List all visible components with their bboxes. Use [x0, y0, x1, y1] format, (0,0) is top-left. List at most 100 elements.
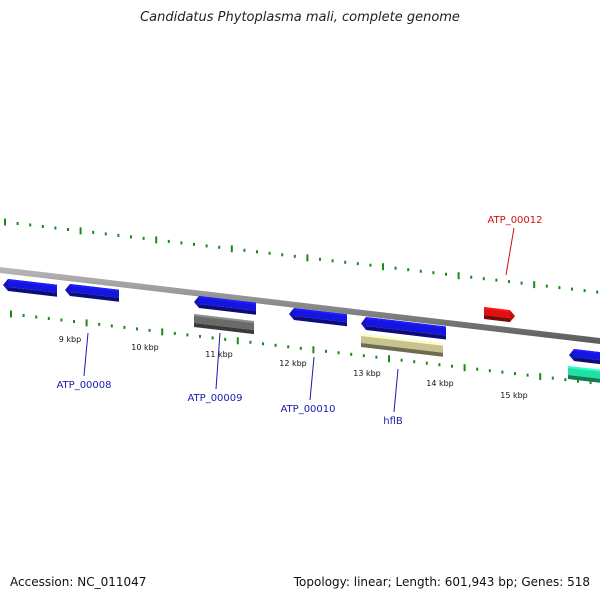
minor-tick	[98, 322, 101, 326]
gene-label[interactable]: hflB	[383, 416, 403, 427]
minor-tick	[293, 254, 296, 258]
minor-tick	[199, 334, 201, 338]
minor-tick	[262, 342, 264, 346]
scale-label: 13 kbp	[353, 369, 381, 378]
major-tick	[4, 218, 6, 226]
minor-tick	[193, 242, 195, 246]
gene-feature[interactable]	[361, 334, 443, 357]
gene-label-leader	[505, 227, 515, 276]
minor-tick	[558, 286, 561, 290]
tick-track-upper	[4, 218, 599, 294]
minor-tick	[331, 259, 334, 263]
minor-tick	[29, 223, 32, 227]
minor-tick	[425, 361, 428, 365]
minor-tick	[123, 325, 126, 329]
major-tick	[382, 263, 384, 271]
major-tick	[312, 346, 315, 354]
minor-tick	[375, 355, 378, 359]
minor-tick	[571, 287, 573, 291]
minor-tick	[451, 364, 453, 368]
scale-label: 10 kbp	[131, 343, 159, 352]
minor-tick	[41, 225, 44, 228]
minor-tick	[256, 250, 258, 254]
major-tick	[388, 355, 390, 363]
accession-text: Accession: NC_011047	[10, 575, 147, 589]
major-tick	[457, 272, 460, 280]
minor-tick	[501, 370, 504, 374]
minor-tick	[54, 226, 57, 230]
minor-tick	[432, 271, 435, 275]
minor-tick	[488, 369, 491, 373]
minor-tick	[445, 272, 447, 276]
minor-tick	[73, 320, 75, 323]
map-title: Candidatus Phytoplasma mali, complete ge…	[140, 10, 460, 25]
minor-tick	[583, 289, 586, 293]
scale-label: 14 kbp	[426, 379, 454, 388]
gene-feature[interactable]	[65, 284, 119, 302]
gene-feature[interactable]	[194, 314, 254, 335]
minor-tick	[104, 232, 107, 236]
major-tick	[155, 236, 158, 244]
gene-feature[interactable]	[568, 366, 600, 383]
gene-label[interactable]: ATP_00008	[56, 380, 111, 391]
minor-tick	[110, 324, 113, 328]
gene-feature[interactable]	[3, 279, 57, 297]
minor-tick	[369, 263, 372, 267]
minor-tick	[47, 317, 50, 320]
minor-tick	[596, 290, 599, 294]
minor-tick	[344, 260, 347, 264]
minor-tick	[180, 241, 183, 245]
minor-tick	[577, 379, 579, 383]
minor-tick	[35, 315, 38, 319]
minor-tick	[148, 328, 151, 332]
gene-feature[interactable]	[569, 349, 600, 365]
minor-tick	[482, 277, 485, 281]
gene-label[interactable]: ATP_00009	[187, 393, 242, 404]
minor-tick	[130, 235, 132, 239]
scale-label: 15 kbp	[500, 391, 528, 400]
minor-tick	[551, 376, 554, 380]
minor-tick	[520, 281, 523, 285]
gene-label[interactable]: ATP_00012	[487, 215, 542, 226]
minor-tick	[60, 318, 63, 322]
minor-tick	[136, 327, 138, 331]
major-tick	[533, 281, 536, 289]
gene-label-leader	[215, 332, 221, 390]
major-tick	[161, 328, 164, 336]
minor-tick	[350, 352, 353, 356]
gene-feature[interactable]	[484, 307, 515, 323]
minor-tick	[526, 373, 529, 377]
minor-tick	[16, 222, 19, 225]
minor-tick	[224, 337, 227, 341]
major-tick	[85, 319, 88, 327]
minor-tick	[218, 245, 221, 249]
genome-summary-text: Topology: linear; Length: 601,943 bp; Ge…	[293, 575, 590, 589]
minor-tick	[319, 257, 321, 261]
minor-tick	[394, 266, 397, 270]
minor-tick	[495, 278, 498, 282]
minor-tick	[287, 345, 290, 349]
major-tick	[306, 254, 309, 262]
minor-tick	[274, 343, 277, 347]
minor-tick	[249, 340, 252, 344]
gene-feature[interactable]	[361, 317, 446, 340]
gene-glyphs	[3, 279, 600, 383]
gene-label[interactable]: ATP_00010	[280, 404, 335, 415]
minor-tick	[438, 363, 441, 367]
major-tick	[539, 373, 542, 381]
minor-tick	[419, 269, 422, 273]
minor-tick	[268, 251, 271, 255]
minor-tick	[407, 268, 410, 272]
gene-feature[interactable]	[194, 296, 256, 315]
minor-tick	[564, 378, 567, 382]
minor-tick	[117, 233, 120, 237]
gene-feature[interactable]	[289, 308, 347, 327]
scale-label: 9 kbp	[59, 335, 81, 344]
tick-track-lower	[10, 310, 592, 385]
major-tick	[463, 364, 466, 372]
minor-tick	[545, 284, 548, 288]
minor-tick	[400, 358, 403, 362]
minor-tick	[299, 346, 302, 350]
major-tick	[10, 310, 12, 318]
